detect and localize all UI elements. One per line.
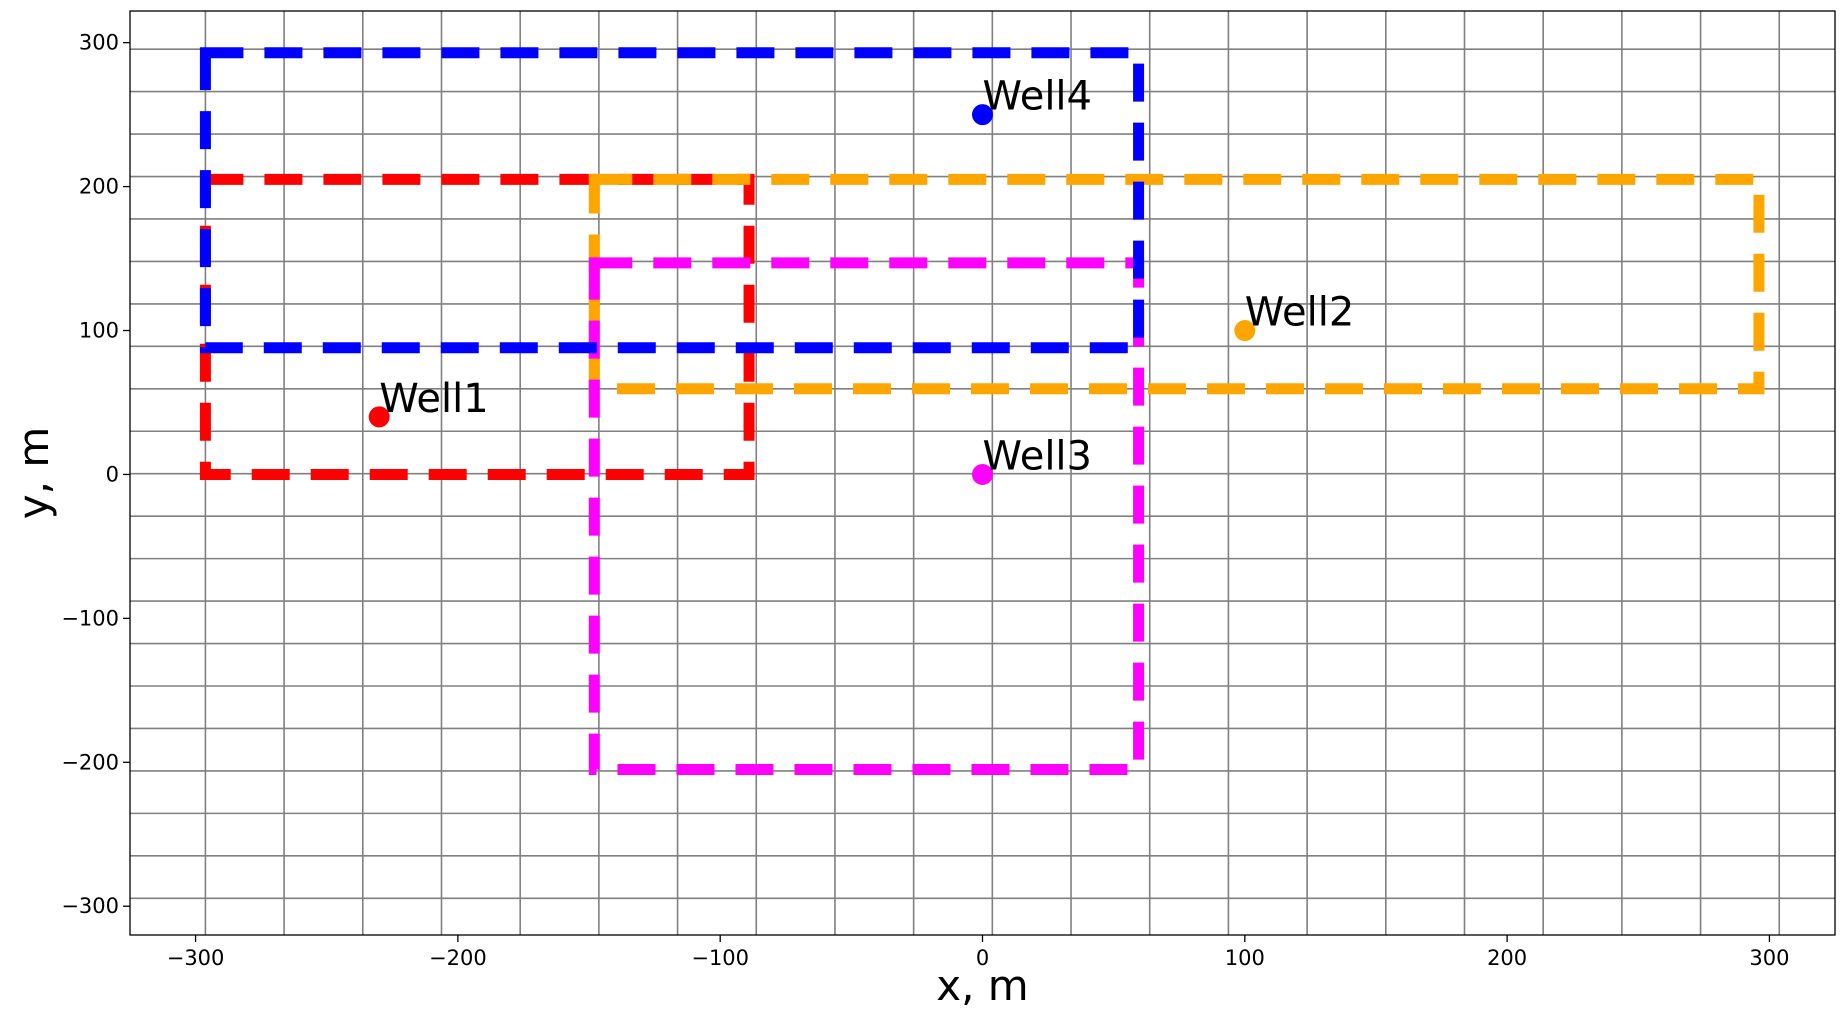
x-tick-label: −200 — [429, 946, 487, 970]
x-tick-label: 300 — [1749, 946, 1789, 970]
well-label-well1: Well1 — [379, 376, 489, 422]
area-rectangle-4 — [199, 47, 1145, 354]
area-rectangles — [199, 47, 1765, 775]
well-marker-well2 — [1234, 320, 1256, 342]
x-axis-label: x, m — [936, 961, 1028, 1010]
x-tick-label: −300 — [167, 946, 225, 970]
ticks-layer: −300 −200 −100 0 100 200 300 300 200 100 0 −100 −200… — [61, 31, 1789, 970]
y-tick-label: −300 — [61, 894, 119, 918]
area-rectangle-1 — [199, 173, 755, 480]
area-rectangle-2 — [588, 173, 1765, 395]
well-marker-well4 — [972, 104, 993, 126]
y-axis-label: y, m — [9, 427, 58, 519]
x-tick-label: 200 — [1487, 946, 1527, 970]
y-tick-label: −200 — [61, 750, 119, 774]
x-tick-label: −100 — [691, 946, 749, 970]
y-tick-label: 100 — [79, 319, 119, 343]
well-marker-well1 — [368, 406, 390, 428]
well-label-well4: Well4 — [983, 74, 1093, 120]
area-rectangle-3 — [588, 257, 1145, 775]
y-tick-label: 0 — [106, 462, 119, 486]
y-tick-label: 200 — [79, 175, 119, 199]
well-label-well3: Well3 — [983, 433, 1093, 479]
well-label-well2: Well2 — [1245, 290, 1355, 336]
x-tick-label: 100 — [1225, 946, 1265, 970]
y-tick-label: 300 — [79, 31, 119, 55]
well-marker-well3 — [972, 463, 993, 485]
y-tick-label: −100 — [61, 606, 119, 630]
x-tick-label: 0 — [976, 946, 989, 970]
wells-layer: Well1 Well2 Well3 Well4 — [368, 74, 1355, 485]
